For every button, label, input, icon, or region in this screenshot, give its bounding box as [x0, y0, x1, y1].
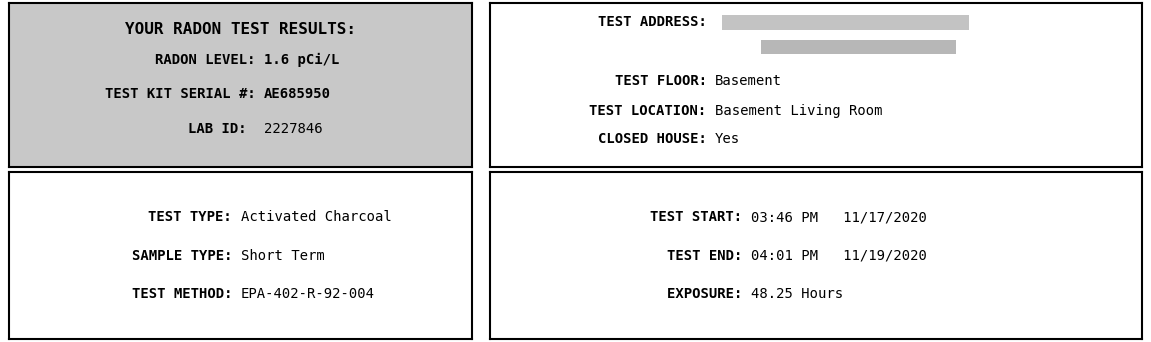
Text: 03:46 PM   11/17/2020: 03:46 PM 11/17/2020 — [750, 210, 927, 224]
Text: TEST LOCATION:: TEST LOCATION: — [589, 104, 715, 118]
Text: SAMPLE TYPE:: SAMPLE TYPE: — [131, 249, 241, 263]
Text: EPA-402-R-92-004: EPA-402-R-92-004 — [241, 287, 374, 301]
FancyBboxPatch shape — [761, 40, 956, 54]
Text: Short Term: Short Term — [241, 249, 325, 263]
Text: TEST TYPE:: TEST TYPE: — [148, 210, 241, 224]
Text: Activated Charcoal: Activated Charcoal — [241, 210, 391, 224]
Text: EXPOSURE:: EXPOSURE: — [668, 287, 750, 301]
Text: TEST START:: TEST START: — [650, 210, 750, 224]
Text: TEST KIT SERIAL #:: TEST KIT SERIAL #: — [105, 88, 264, 102]
Text: Basement: Basement — [715, 74, 782, 88]
Text: RADON LEVEL:: RADON LEVEL: — [155, 53, 264, 67]
Text: Basement Living Room: Basement Living Room — [715, 104, 883, 118]
Text: CLOSED HOUSE:: CLOSED HOUSE: — [597, 132, 715, 146]
Text: TEST FLOOR:: TEST FLOOR: — [615, 74, 715, 88]
Text: 1.6 pCi/L: 1.6 pCi/L — [264, 53, 340, 67]
Text: TEST END:: TEST END: — [668, 249, 750, 263]
Text: Yes: Yes — [715, 132, 740, 146]
Text: 04:01 PM   11/19/2020: 04:01 PM 11/19/2020 — [750, 249, 927, 263]
Text: LAB ID:: LAB ID: — [189, 122, 264, 136]
Text: 2227846: 2227846 — [264, 122, 322, 136]
Text: TEST ADDRESS:: TEST ADDRESS: — [597, 15, 715, 29]
FancyBboxPatch shape — [722, 15, 969, 30]
Text: 48.25 Hours: 48.25 Hours — [750, 287, 843, 301]
Text: AE685950: AE685950 — [264, 88, 330, 102]
Text: TEST METHOD:: TEST METHOD: — [131, 287, 241, 301]
Text: YOUR RADON TEST RESULTS:: YOUR RADON TEST RESULTS: — [125, 22, 356, 37]
